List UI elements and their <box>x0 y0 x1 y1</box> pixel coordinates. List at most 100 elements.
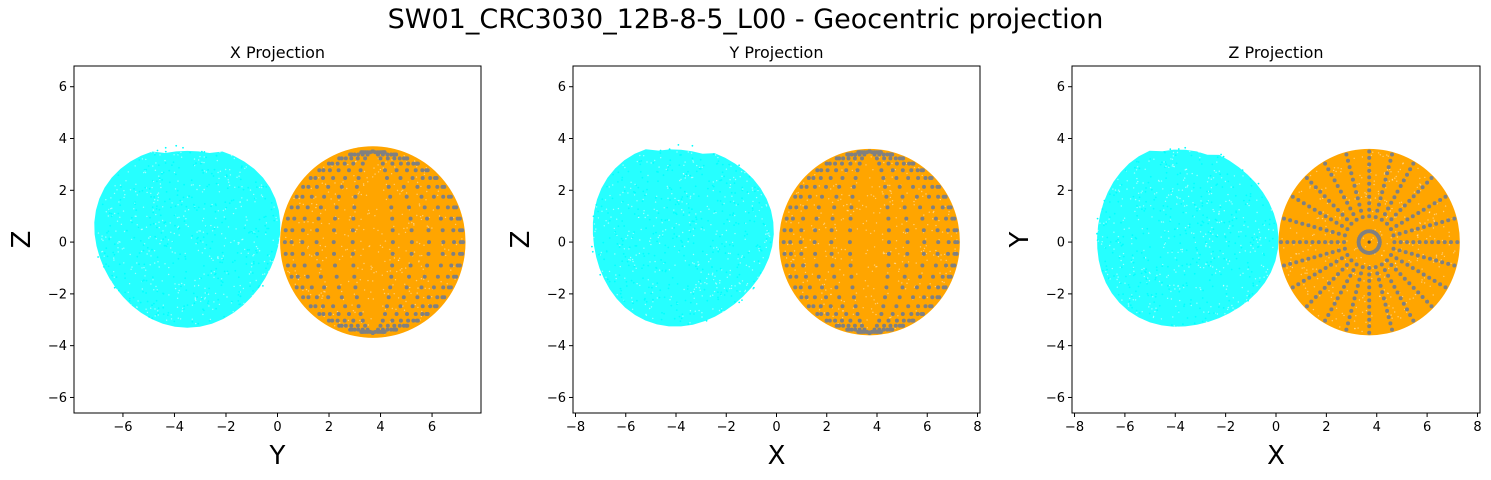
data-point <box>1184 177 1186 179</box>
data-point <box>648 218 651 221</box>
data-point <box>372 298 374 300</box>
data-point <box>183 220 186 223</box>
plot-area <box>591 144 960 336</box>
data-point <box>153 196 156 198</box>
data-point <box>211 240 214 243</box>
data-point <box>800 210 802 212</box>
data-point <box>706 205 708 208</box>
data-point <box>733 182 736 185</box>
data-point <box>848 194 850 197</box>
data-point <box>173 232 175 235</box>
data-point <box>1152 316 1155 319</box>
data-point <box>370 265 372 267</box>
data-point <box>1208 219 1210 221</box>
data-point <box>137 300 139 302</box>
data-point <box>1211 273 1213 276</box>
data-point <box>1197 264 1200 267</box>
mesh-point <box>349 327 354 332</box>
data-point <box>682 214 685 217</box>
data-point <box>883 204 886 206</box>
mesh-point <box>853 327 858 332</box>
data-point <box>215 204 217 207</box>
data-point <box>898 270 900 273</box>
data-point <box>1339 218 1341 220</box>
data-point <box>887 272 889 274</box>
mesh-point <box>782 228 787 233</box>
data-point <box>743 256 745 259</box>
data-point <box>253 231 255 233</box>
data-point <box>188 195 191 198</box>
mesh-point <box>1367 181 1372 186</box>
data-point <box>1167 252 1169 254</box>
data-point <box>1138 200 1141 202</box>
mesh-point <box>1377 242 1382 246</box>
data-point <box>693 297 695 299</box>
data-point <box>121 248 124 250</box>
data-point <box>1246 299 1248 301</box>
data-point <box>633 265 636 268</box>
data-point <box>841 310 844 312</box>
data-point <box>1391 317 1393 319</box>
data-point <box>751 269 754 271</box>
data-point <box>115 230 117 232</box>
mesh-point <box>427 240 431 245</box>
data-point <box>123 262 125 264</box>
data-point <box>729 252 731 255</box>
mesh-point <box>1405 172 1409 177</box>
data-point <box>1417 234 1419 236</box>
data-point <box>1192 257 1194 260</box>
mesh-point <box>1307 204 1312 209</box>
data-point <box>835 247 838 249</box>
data-point <box>1179 234 1182 236</box>
data-point <box>656 297 658 299</box>
data-point <box>244 224 246 226</box>
data-point <box>315 196 317 198</box>
data-point <box>692 161 695 163</box>
data-point <box>387 293 389 295</box>
mesh-point <box>885 274 890 279</box>
data-point <box>1218 256 1220 258</box>
data-point <box>889 190 891 192</box>
data-point <box>709 245 712 248</box>
mesh-point <box>798 240 803 245</box>
data-point <box>592 215 595 218</box>
data-point <box>1371 277 1373 280</box>
mesh-point <box>441 240 446 245</box>
data-point <box>1224 180 1227 183</box>
data-point <box>915 262 917 264</box>
data-point <box>1178 223 1181 225</box>
mesh-point <box>806 304 811 309</box>
data-point <box>354 249 356 251</box>
data-point <box>729 269 731 272</box>
data-point <box>741 255 743 257</box>
data-point <box>152 211 155 214</box>
data-point <box>1363 295 1365 297</box>
mesh-point <box>428 176 433 180</box>
mesh-point <box>941 194 946 199</box>
mesh-point <box>419 194 424 199</box>
data-point <box>158 208 161 211</box>
data-point <box>1143 267 1145 270</box>
data-point <box>1229 225 1231 227</box>
data-point <box>813 204 815 206</box>
data-point <box>201 169 204 172</box>
data-point <box>113 192 116 195</box>
data-point <box>1120 259 1122 262</box>
data-point <box>266 262 269 265</box>
data-point <box>1249 195 1252 198</box>
mesh-point <box>829 240 834 245</box>
data-point <box>1212 208 1214 211</box>
data-point <box>113 276 116 278</box>
mesh-point <box>363 323 368 328</box>
data-point <box>167 239 170 241</box>
data-point <box>150 196 153 198</box>
data-point <box>222 255 224 257</box>
data-point <box>333 203 336 205</box>
data-point <box>397 259 400 261</box>
mesh-point <box>1394 256 1399 261</box>
mesh-point <box>919 168 924 173</box>
data-point <box>723 287 726 289</box>
data-point <box>1247 226 1249 228</box>
data-point <box>744 211 747 213</box>
data-point <box>719 190 721 193</box>
